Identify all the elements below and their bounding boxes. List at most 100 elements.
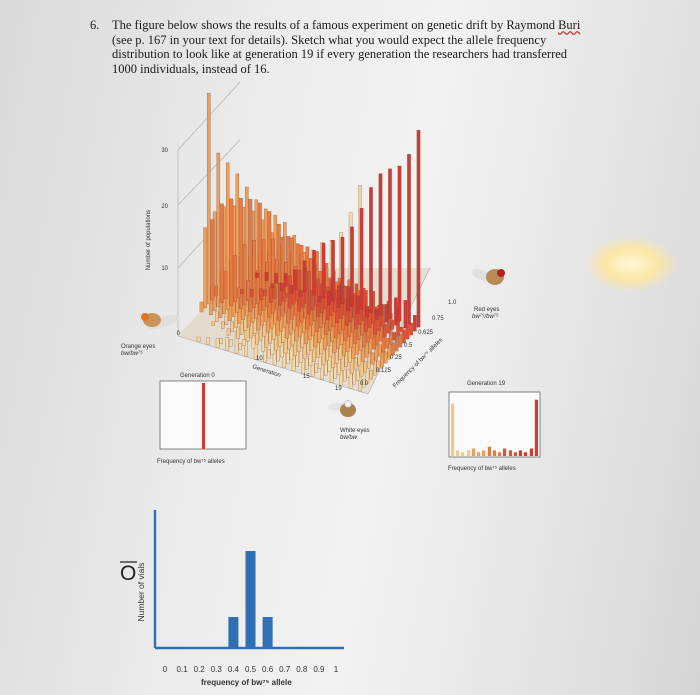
bar-3d (289, 346, 294, 361)
bar-3d (242, 244, 247, 305)
y-tick-0: 0 (177, 331, 181, 337)
bar-3d (346, 286, 351, 311)
bar-3d (259, 288, 264, 300)
gen-tick-15: 15 (303, 374, 310, 380)
gen0-xlabel: Frequency of bw⁷⁵ alleles (157, 458, 225, 465)
gen0-bar (202, 383, 205, 449)
bar-3d (215, 311, 219, 322)
bar-3d (384, 304, 389, 323)
bar-3d (245, 327, 250, 342)
bar-3d (240, 289, 245, 294)
freq-tick-0625: 0.625 (418, 330, 434, 336)
bar-3d (299, 290, 303, 297)
bar-3d (263, 289, 267, 296)
y-tick-30: 30 (161, 148, 168, 154)
bar-3d (346, 369, 351, 378)
bar-3d (246, 280, 250, 301)
bar-3d (304, 284, 309, 304)
freq-tick-1: 1.0 (448, 300, 457, 306)
sketch-xlabel: frequency of bw⁷⁵ allele (201, 678, 292, 687)
handwritten-zero: O (120, 562, 136, 585)
bar-3d (331, 240, 335, 302)
bar-3d (237, 287, 241, 298)
bar-3d (261, 239, 266, 311)
bar-3d (416, 129, 421, 328)
bar-3d (285, 293, 290, 298)
bar-3d (275, 259, 279, 310)
bar-3d (302, 260, 307, 293)
sketch-ylabel: Number of vials (136, 562, 146, 621)
bar-3d (312, 250, 316, 296)
sketch-tick-label: 0.4 (228, 665, 240, 674)
bar-3d (206, 337, 210, 345)
bar-3d (359, 208, 364, 310)
bar-3d (236, 326, 240, 339)
y-tick-20: 20 (161, 204, 168, 210)
bar-3d (356, 295, 360, 314)
bar-3d (388, 168, 392, 319)
bar-3d (391, 342, 395, 356)
author-name: Buri (558, 18, 581, 32)
bar-3d (403, 300, 408, 329)
bar-3d (356, 370, 360, 381)
sketch-bar (262, 617, 273, 647)
bar-3d (270, 283, 275, 288)
bar-3d (280, 342, 284, 358)
sketch-bars (228, 551, 273, 647)
bar-3d (333, 298, 337, 313)
bar-3d (369, 187, 373, 313)
bar-3d (405, 324, 410, 340)
bar-3d (223, 270, 228, 300)
bar-3d (402, 329, 406, 344)
gen19-bar (497, 452, 502, 456)
bar-3d (409, 322, 413, 336)
bar-3d (390, 319, 394, 330)
bar-3d (318, 296, 322, 303)
white-eyes-label: White eyes (340, 428, 370, 434)
bar-3d (207, 93, 211, 305)
bar-3d (258, 202, 262, 315)
gen19-bar (508, 450, 513, 456)
bar-3d (365, 306, 370, 317)
bar-3d (321, 242, 326, 299)
orange-eyes-label: Orange eyes (121, 344, 155, 350)
bar-3d (242, 339, 246, 346)
sketch-tick-label: 0.9 (313, 665, 325, 674)
sketch-tick-label: 0.6 (262, 665, 274, 674)
bar-3d (203, 227, 207, 309)
bar-3d (229, 339, 233, 347)
gen19-bar (518, 450, 523, 456)
freq-tick-05: 0.5 (404, 343, 413, 349)
y-tick-10: 10 (161, 266, 168, 272)
orange-genotype-label: bw/bw⁷⁵ (121, 350, 143, 357)
bar-3d (226, 328, 231, 336)
bar-3d (392, 332, 397, 341)
gen19-bar (451, 403, 455, 456)
gen19-bar (502, 448, 507, 456)
bar-3d (397, 165, 402, 322)
bar-3d (265, 262, 269, 307)
freq-tick-025: 0.25 (390, 355, 402, 361)
bar-3d (233, 255, 237, 302)
bar-3d (267, 349, 271, 359)
gen19-bar (466, 450, 471, 456)
bar-3d (376, 360, 381, 372)
sketch-tick-label: 0.5 (245, 665, 257, 674)
bar-3d (225, 337, 229, 351)
bar-3d (342, 299, 347, 315)
gen19-bar (492, 450, 497, 456)
gen19-bar (513, 452, 518, 456)
light-glare (586, 237, 676, 291)
bar-3d (210, 219, 215, 301)
bar-3d (229, 198, 234, 306)
bar-3d (383, 324, 387, 338)
bar-3d (280, 283, 284, 291)
sketch-tick-label: 1 (334, 665, 339, 674)
gen19-title: Generation 19 (467, 381, 506, 387)
question-number: 6. (90, 18, 100, 32)
bars-3d (196, 93, 421, 392)
bar-3d (295, 289, 299, 301)
bar-3d (305, 356, 309, 370)
bar-3d (211, 321, 215, 326)
bar-3d (283, 273, 288, 287)
